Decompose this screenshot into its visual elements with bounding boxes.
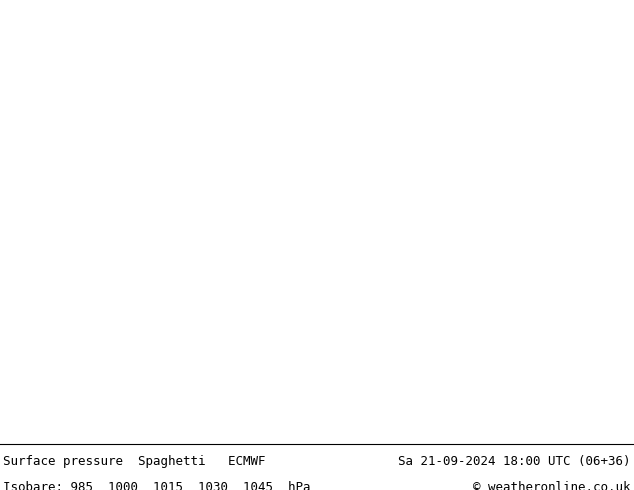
Text: Sa 21-09-2024 18:00 UTC (06+36): Sa 21-09-2024 18:00 UTC (06+36) bbox=[398, 455, 631, 468]
Text: Surface pressure  Spaghetti   ECMWF: Surface pressure Spaghetti ECMWF bbox=[3, 455, 266, 468]
Text: Isobare: 985  1000  1015  1030  1045  hPa: Isobare: 985 1000 1015 1030 1045 hPa bbox=[3, 481, 311, 490]
Text: © weatheronline.co.uk: © weatheronline.co.uk bbox=[474, 481, 631, 490]
